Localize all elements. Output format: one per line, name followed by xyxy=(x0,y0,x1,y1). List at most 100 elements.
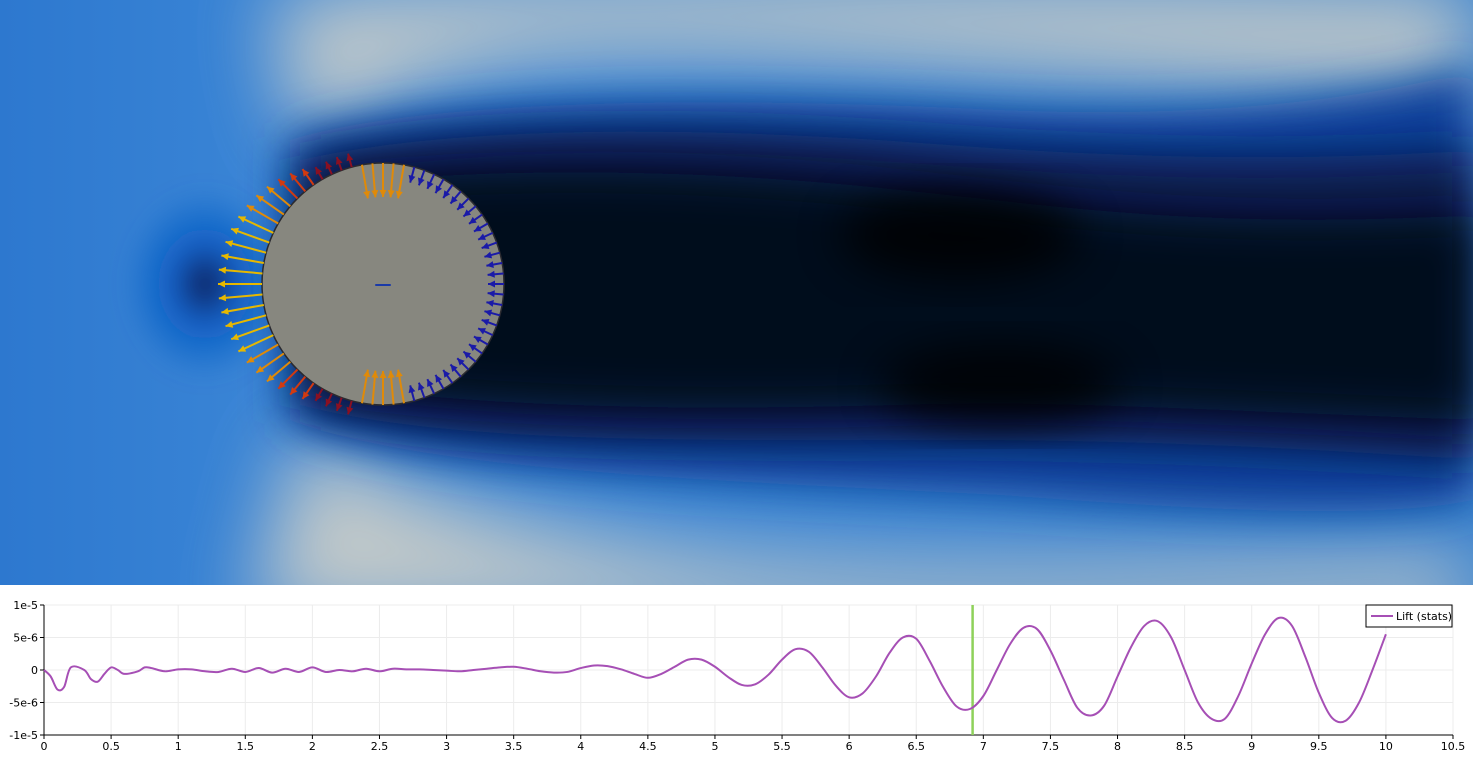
force-arrow xyxy=(468,213,483,225)
force-arrow xyxy=(449,190,462,205)
force-arrow xyxy=(325,393,333,407)
force-arrow xyxy=(218,266,263,275)
y-tick-label: -1e-5 xyxy=(9,729,38,742)
y-tick-label: -5e-6 xyxy=(9,697,38,710)
force-arrow xyxy=(266,185,291,207)
force-arrow xyxy=(255,194,285,216)
force-arrow xyxy=(277,368,299,390)
force-arrow xyxy=(477,327,494,337)
force-arrow xyxy=(218,280,262,288)
force-arrow xyxy=(426,378,436,395)
flow-field-svg xyxy=(0,0,1473,585)
force-arrow xyxy=(301,168,315,186)
force-arrow xyxy=(379,371,387,405)
force-arrow xyxy=(468,343,483,355)
force-arrow xyxy=(395,164,405,199)
force-arrow xyxy=(486,261,503,268)
force-arrow xyxy=(473,222,489,233)
x-tick-label: 4 xyxy=(577,740,584,753)
force-arrow xyxy=(246,204,279,225)
x-tick-label: 3.5 xyxy=(505,740,523,753)
force-arrow xyxy=(266,361,291,383)
force-arrow xyxy=(221,304,265,315)
force-arrow xyxy=(395,369,405,404)
x-tick-label: 10 xyxy=(1379,740,1393,753)
force-arrow xyxy=(462,205,477,218)
x-tick-label: 0.5 xyxy=(102,740,120,753)
x-tick-label: 6 xyxy=(846,740,853,753)
force-arrow xyxy=(484,251,501,259)
force-arrow xyxy=(289,172,306,192)
force-arrow xyxy=(417,382,426,399)
x-tick-label: 7 xyxy=(980,740,987,753)
x-tick-label: 4.5 xyxy=(639,740,657,753)
x-tick-label: 1.5 xyxy=(237,740,255,753)
force-arrow xyxy=(325,161,333,175)
force-arrow xyxy=(417,169,426,186)
force-arrow xyxy=(408,385,416,402)
force-arrow xyxy=(246,343,279,364)
force-arrow xyxy=(442,184,454,199)
force-arrow xyxy=(335,397,343,412)
x-tick-label: 10.5 xyxy=(1441,740,1466,753)
chart-legend[interactable]: Lift (stats) xyxy=(1365,604,1453,628)
flow-field-view[interactable] xyxy=(0,0,1473,585)
force-arrow xyxy=(225,240,267,254)
force-arrow xyxy=(289,376,306,396)
force-arrow xyxy=(473,335,489,346)
force-arrow xyxy=(434,178,445,194)
x-tick-label: 1 xyxy=(175,740,182,753)
x-tick-label: 5 xyxy=(711,740,718,753)
force-arrow xyxy=(456,357,470,371)
x-tick-label: 2 xyxy=(309,740,316,753)
force-arrow xyxy=(371,370,379,405)
force-arrow xyxy=(230,227,270,244)
x-tick-label: 3 xyxy=(443,740,450,753)
chart-grid xyxy=(43,604,1454,736)
x-tick-label: 2.5 xyxy=(371,740,389,753)
x-tick-label: 9 xyxy=(1248,740,1255,753)
force-arrow xyxy=(487,270,504,278)
force-arrow xyxy=(237,215,274,234)
y-tick-label: 0 xyxy=(31,664,38,677)
force-arrow xyxy=(487,290,504,298)
force-arrow xyxy=(488,280,504,288)
force-arrow xyxy=(387,370,395,405)
force-arrow xyxy=(456,197,470,211)
force-arrow xyxy=(346,400,354,415)
force-arrow xyxy=(449,363,462,378)
chart-axes: 0 0.5 1 1.5 2 2.5 3 3.5 4 4.5 5 5.5 6 6.5 7 7.5 8 8.5 9 9.5… xyxy=(9,599,1465,753)
force-vectors xyxy=(218,153,504,415)
force-arrow xyxy=(442,369,454,384)
force-arrow xyxy=(481,318,498,327)
force-arrow xyxy=(408,166,416,183)
chart-series xyxy=(43,605,1387,735)
force-arrow xyxy=(221,253,265,264)
force-arrow xyxy=(255,352,285,374)
force-arrow xyxy=(314,388,324,402)
legend-box xyxy=(1365,604,1453,628)
force-arrow xyxy=(277,178,299,200)
force-arrow xyxy=(218,293,263,302)
force-arrow xyxy=(237,334,274,353)
force-arrow xyxy=(225,314,267,328)
force-arrow xyxy=(426,173,436,190)
force-arrow xyxy=(371,163,379,198)
lift-chart-panel[interactable]: 0 0.5 1 1.5 2 2.5 3 3.5 4 4.5 5 5.5 6 6.5 7 7.5 8 8.5 9 9.5… xyxy=(0,585,1473,763)
x-tick-label: 8 xyxy=(1114,740,1121,753)
force-arrow xyxy=(314,166,324,180)
force-arrow xyxy=(387,163,395,198)
force-arrow xyxy=(335,156,343,171)
force-arrow xyxy=(477,231,494,241)
force-arrow xyxy=(361,164,371,199)
series-line-lift xyxy=(43,616,1387,724)
force-arrow xyxy=(301,382,315,400)
x-tick-label: 0 xyxy=(41,740,48,753)
x-tick-label: 6.5 xyxy=(907,740,925,753)
x-tick-label: 5.5 xyxy=(773,740,791,753)
x-tick-label: 7.5 xyxy=(1042,740,1060,753)
force-arrow xyxy=(379,163,387,197)
force-arrow xyxy=(486,300,503,307)
force-arrow xyxy=(481,241,498,250)
force-arrow xyxy=(346,153,354,168)
